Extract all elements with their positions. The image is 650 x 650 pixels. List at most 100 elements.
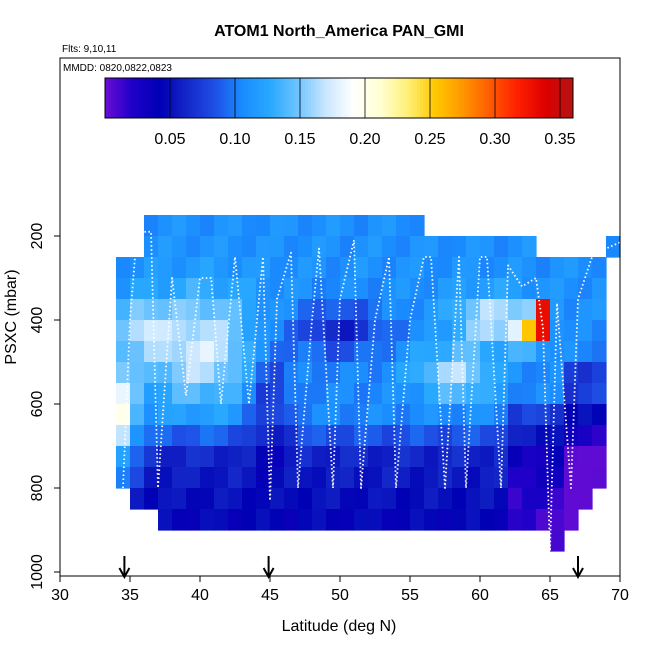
heatmap-cell	[256, 404, 271, 426]
colorbar-segment	[566, 78, 571, 118]
heatmap-cell	[410, 467, 425, 489]
heatmap-cell	[270, 404, 285, 426]
colorbar-tick-label: 0.15	[284, 131, 315, 148]
heatmap-cell	[186, 488, 201, 510]
colorbar-segment	[179, 78, 184, 118]
heatmap-cell	[382, 404, 397, 426]
heatmap-cell	[116, 383, 131, 405]
arrow-head	[118, 567, 131, 580]
colorbar-segment	[117, 78, 122, 118]
heatmap-cell	[144, 383, 159, 405]
colorbar-segment	[373, 78, 377, 118]
heatmap-cell	[480, 509, 495, 531]
heatmap-cell	[550, 257, 565, 279]
heatmap-cell	[326, 467, 341, 489]
x-tick-label: 40	[191, 587, 209, 604]
heatmap-cell	[368, 320, 383, 342]
colorbar-segment	[466, 78, 471, 118]
heatmap-cell	[340, 299, 355, 321]
heatmap-cell	[270, 320, 285, 342]
heatmap-cell	[452, 236, 467, 258]
heatmap-cell	[116, 404, 131, 426]
heatmap-cell	[284, 404, 299, 426]
heatmap-cell	[130, 362, 145, 384]
colorbar-segment	[251, 78, 256, 118]
heatmap-cell	[536, 404, 551, 426]
heatmap-cell	[158, 425, 173, 447]
heatmap-cell	[284, 236, 299, 258]
heatmap-cell	[354, 299, 369, 321]
heatmap-cell	[172, 299, 187, 321]
colorbar-segment	[264, 78, 268, 118]
colorbar-segment	[217, 78, 221, 118]
heatmap-cell	[186, 383, 201, 405]
heatmap-cell	[256, 299, 271, 321]
colorbar-tick-label: 0.25	[414, 131, 445, 148]
heatmap-cell	[158, 236, 173, 258]
heatmap-cell	[354, 278, 369, 300]
heatmap-cell	[536, 446, 551, 468]
colorbar-segment	[133, 78, 137, 118]
colorbar-segment	[214, 78, 218, 118]
heatmap-cell	[550, 488, 565, 510]
heatmap-cell	[214, 362, 229, 384]
heatmap-cell	[340, 467, 355, 489]
colorbar-segment	[398, 78, 402, 118]
heatmap-cell	[326, 509, 341, 531]
heatmap-cell	[522, 299, 537, 321]
heatmap-cell	[256, 446, 271, 468]
heatmap-cell	[438, 236, 453, 258]
colorbar-segment	[563, 78, 568, 118]
heatmap-cell	[270, 488, 285, 510]
heatmap-cell	[438, 362, 453, 384]
colorbar-segment	[448, 78, 452, 118]
heatmap-cell	[522, 257, 537, 279]
heatmap-cell	[340, 425, 355, 447]
heatmap-cell	[158, 383, 173, 405]
heatmap-cell	[592, 404, 607, 426]
heatmap-cell	[578, 341, 593, 363]
heatmap-cell	[354, 320, 369, 342]
heatmap-cell	[158, 215, 173, 237]
heatmap-cell	[130, 446, 145, 468]
heatmap-cell	[340, 236, 355, 258]
x-tick-label: 50	[331, 587, 349, 604]
colorbar-segment	[504, 78, 508, 118]
heatmap-cell	[256, 257, 271, 279]
colorbar-segment	[488, 78, 493, 118]
heatmap-cell	[354, 383, 369, 405]
heatmap-cell	[298, 383, 313, 405]
colorbar-segment	[317, 78, 321, 118]
heatmap-cell	[522, 362, 537, 384]
heatmap-cell	[494, 404, 509, 426]
heatmap-cell	[270, 509, 285, 531]
colorbar-segment	[463, 78, 468, 118]
heatmap-cell	[158, 257, 173, 279]
heatmap-cell	[326, 341, 341, 363]
heatmap-cell	[186, 215, 201, 237]
heatmap-cell	[480, 425, 495, 447]
heatmap-cell	[368, 488, 383, 510]
colorbar-segment	[173, 78, 178, 118]
heatmap-cell	[410, 278, 425, 300]
y-tick-label: 1000	[29, 554, 46, 590]
heatmap-cell	[536, 299, 551, 321]
heatmap-cell	[480, 488, 495, 510]
heatmap-cell	[340, 383, 355, 405]
heatmap-cell	[354, 236, 369, 258]
heatmap-cell	[298, 509, 313, 531]
heatmap-cell	[522, 278, 537, 300]
colorbar-segment	[211, 78, 215, 118]
heatmap-cell	[536, 488, 551, 510]
heatmap-cell	[158, 362, 173, 384]
colorbar-segment	[254, 78, 259, 118]
heatmap-cell	[298, 278, 313, 300]
heatmap-cell	[578, 425, 593, 447]
heatmap-cell	[228, 320, 243, 342]
heatmap-cell	[424, 362, 439, 384]
colorbar-segment	[307, 78, 312, 118]
heatmap-cell	[200, 425, 215, 447]
heatmap-cell	[438, 257, 453, 279]
heatmap-cell	[172, 257, 187, 279]
colorbar-segment	[404, 78, 409, 118]
